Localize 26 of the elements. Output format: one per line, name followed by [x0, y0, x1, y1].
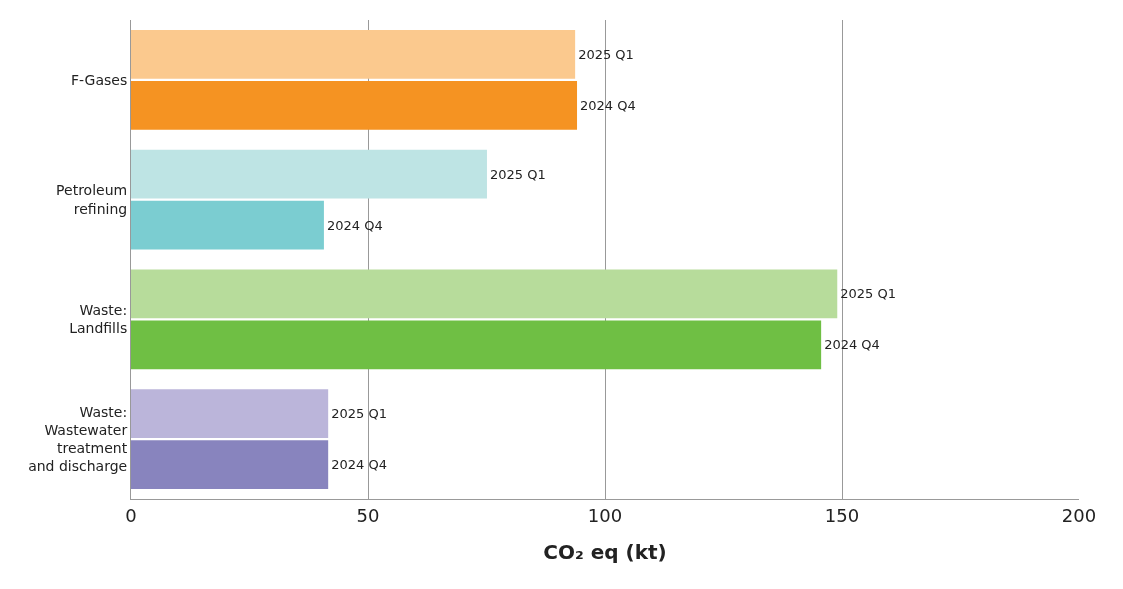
- x-tick-label: 100: [587, 504, 623, 526]
- text: 2024 Q4: [326, 217, 383, 233]
- bar: [131, 320, 822, 370]
- x-tick-label: 200: [1061, 504, 1097, 526]
- bar: [131, 389, 329, 439]
- x-tick-label: 0: [125, 504, 137, 526]
- bar: [131, 149, 487, 199]
- y-tick-label: Waste: Wastewater treatment and discharge: [28, 403, 128, 475]
- y-tick-label: Waste: Landfills: [69, 302, 128, 337]
- text: 2025 Q1: [331, 406, 387, 422]
- text: 2024 Q4: [824, 337, 880, 353]
- x-axis-title: CO₂ eq (kt): [543, 540, 667, 565]
- x-tick-label: 150: [824, 504, 860, 526]
- text: 2024 Q4: [331, 457, 387, 473]
- bar: [131, 200, 324, 250]
- x-tick-label: 50: [356, 504, 380, 526]
- bar: [131, 269, 838, 319]
- bar: [131, 80, 578, 130]
- text: 2025 Q1: [840, 286, 896, 302]
- series-label: 2024 Q4: [580, 97, 636, 113]
- bar: [131, 440, 329, 489]
- series-label: 2025 Q1: [578, 46, 634, 62]
- text: 2025 Q1: [489, 166, 546, 182]
- y-tick-label: F-Gases: [70, 71, 128, 88]
- y-tick-label: Petroleum refining: [56, 182, 128, 217]
- bar: [131, 30, 576, 79]
